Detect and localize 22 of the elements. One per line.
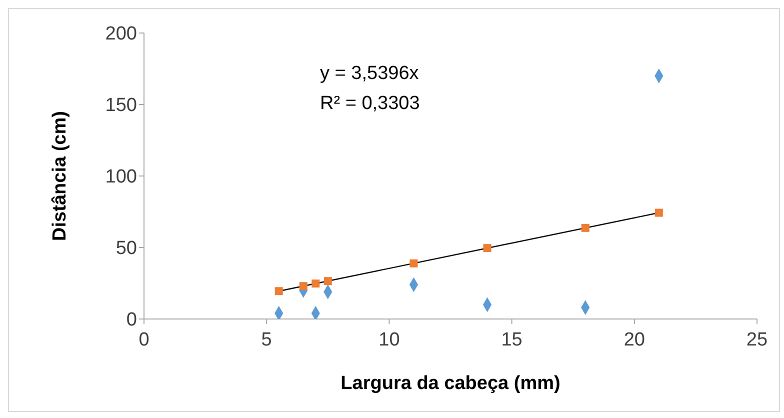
point (312, 280, 320, 288)
point (324, 277, 332, 286)
point (581, 224, 590, 232)
point (483, 244, 492, 252)
y-tick-label: 0 (126, 310, 137, 331)
x-tick-label: 10 (378, 329, 400, 350)
annotation: y = 3,5396x (320, 62, 420, 86)
x-tick-label: 5 (261, 329, 272, 350)
annotation: R² = 0,3303 (320, 92, 420, 116)
y-axis-title: Distância (cm) (50, 111, 71, 241)
y-tick-label: 50 (116, 238, 137, 260)
point (299, 282, 308, 290)
y-tick-label: 100 (105, 166, 137, 188)
y-tick-label: 200 (105, 24, 137, 45)
x-tick-label: 20 (624, 329, 645, 350)
point (410, 259, 418, 268)
y-tick-label: 150 (105, 95, 137, 116)
x-tick-label: 25 (746, 329, 768, 350)
point (654, 208, 663, 217)
point (274, 287, 283, 296)
x-axis-title: Largura da cabeça (mm) (340, 373, 560, 394)
x-tick-label: 15 (501, 329, 522, 350)
